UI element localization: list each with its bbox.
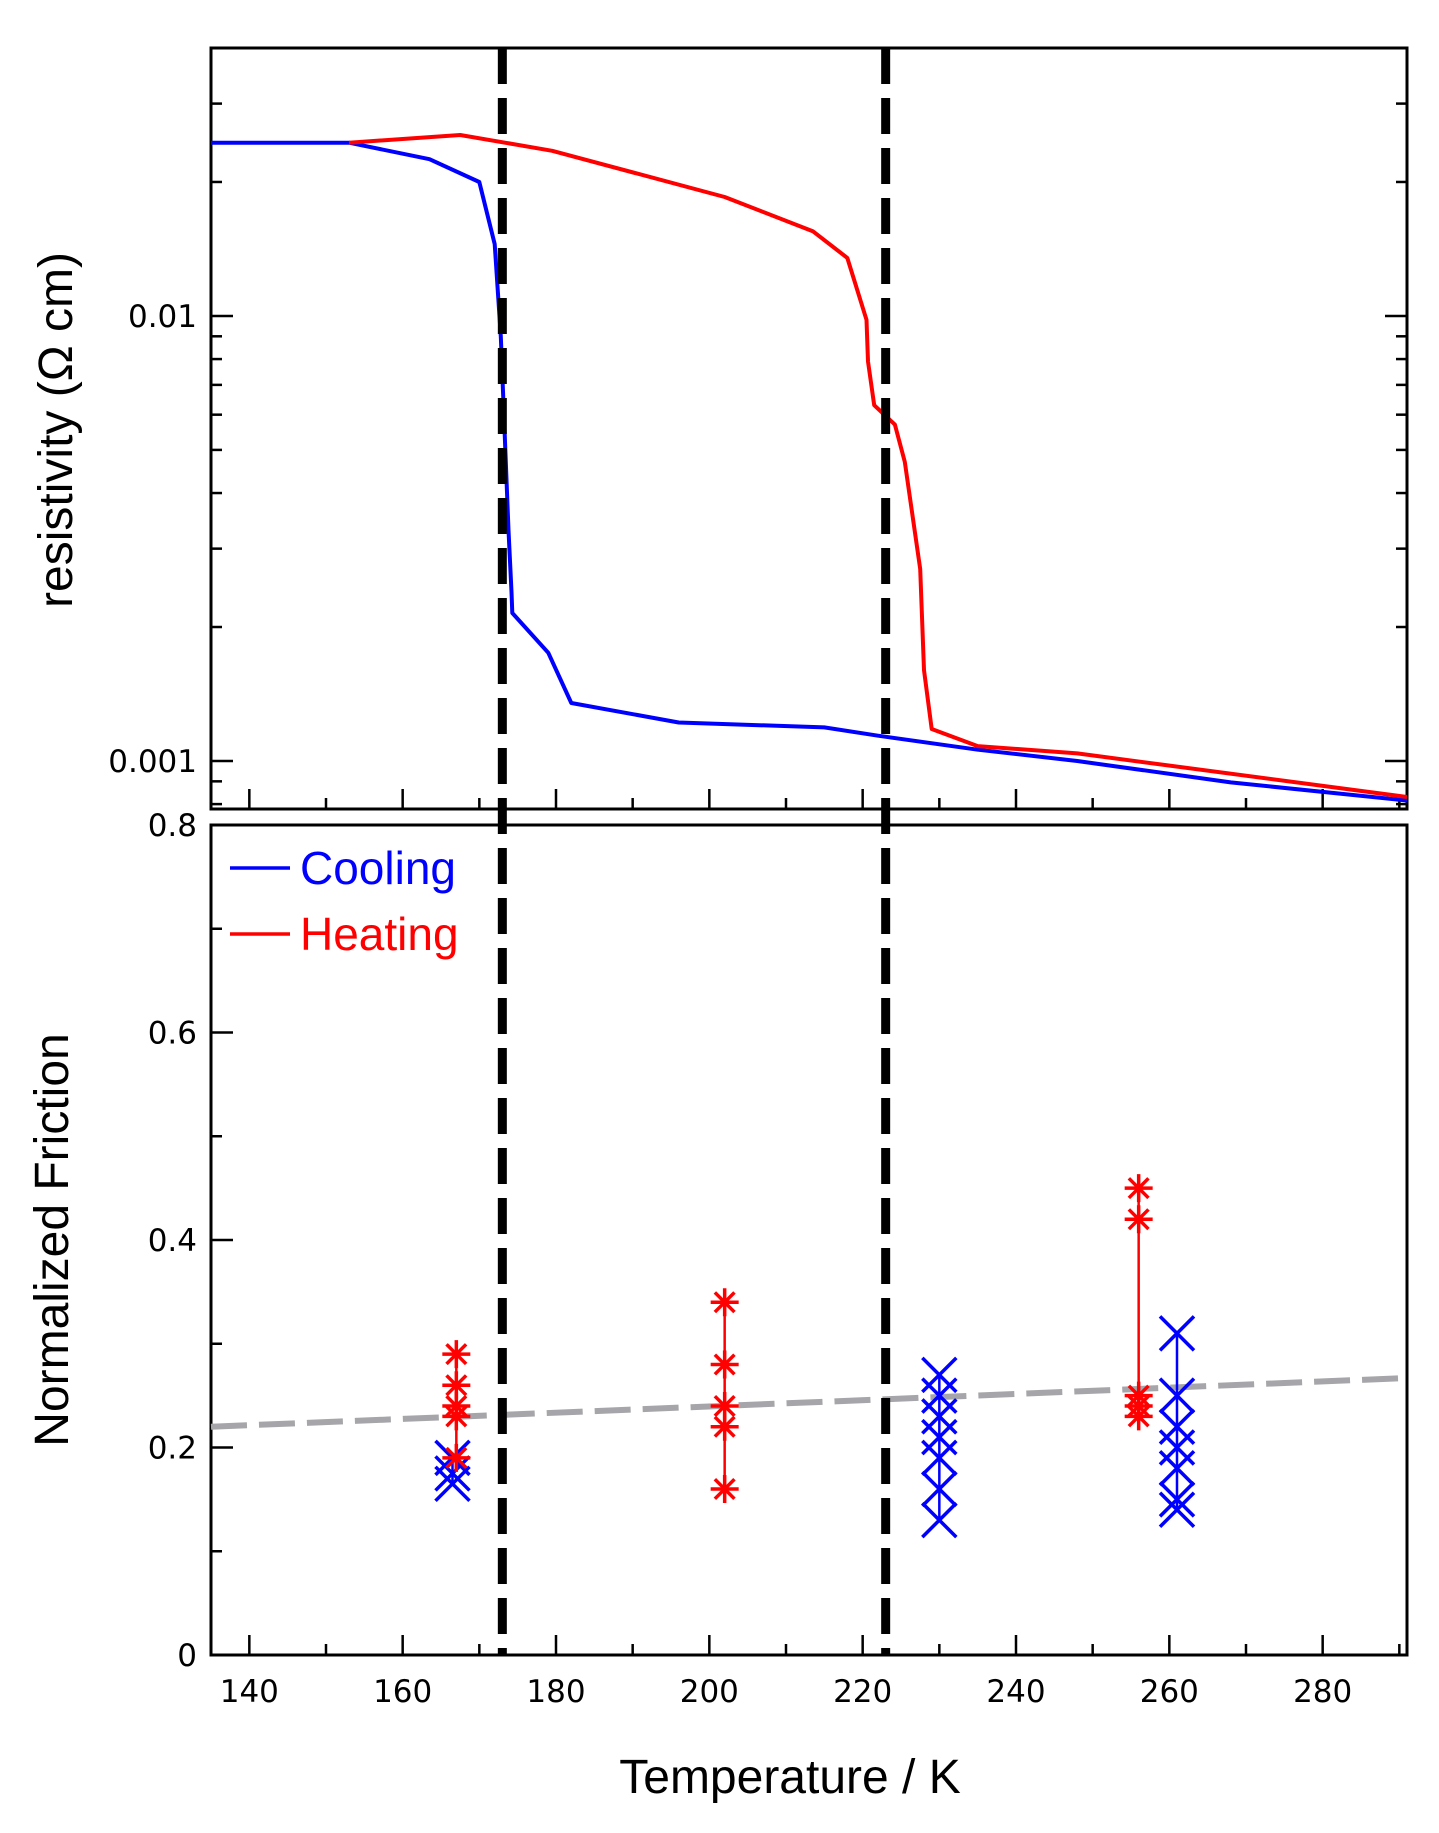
cooling-marker-stroke bbox=[1158, 1450, 1196, 1487]
cooling-marker-stroke bbox=[434, 1465, 471, 1503]
cooling-data-point bbox=[1158, 1481, 1196, 1518]
cooling-marker-stroke bbox=[1158, 1491, 1196, 1528]
temperature-tick-label: 200 bbox=[680, 1674, 739, 1710]
resistivity-plot-frame bbox=[209, 46, 1409, 811]
cooling-marker-stroke bbox=[434, 1455, 471, 1492]
heating-data-point bbox=[1124, 1402, 1153, 1431]
temperature-tick-label: 160 bbox=[373, 1674, 432, 1710]
cooling-data-point bbox=[921, 1439, 958, 1477]
heating-data-point bbox=[710, 1350, 739, 1379]
legend: Cooling Heating bbox=[230, 842, 459, 960]
temperature-tick-label: 240 bbox=[986, 1674, 1045, 1710]
cooling-marker-stroke bbox=[921, 1501, 958, 1539]
cooling-data-point bbox=[1158, 1377, 1196, 1414]
resistivity-heating-line bbox=[348, 133, 1408, 799]
friction-tick-label: 0.4 bbox=[148, 1223, 197, 1259]
temperature-tick-label: 280 bbox=[1293, 1674, 1352, 1710]
cooling-data-point bbox=[1158, 1450, 1196, 1487]
cooling-data-point bbox=[921, 1501, 958, 1539]
heating-data-point bbox=[442, 1443, 471, 1472]
friction-panel: 0 0.2 0.4 0.6 0.8 140 160 180 200 220 240 260 280 Co… bbox=[26, 808, 1409, 1804]
temperature-tick-label: 140 bbox=[220, 1674, 279, 1710]
heating-data-point bbox=[1124, 1174, 1153, 1203]
friction-tick-label: 0.2 bbox=[148, 1431, 197, 1467]
temperature-tick-label: 180 bbox=[526, 1674, 585, 1710]
cooling-data-point bbox=[921, 1470, 958, 1508]
friction-tick-label: 0.8 bbox=[148, 808, 197, 844]
heating-data-point bbox=[710, 1412, 739, 1441]
cooling-marker-stroke bbox=[1158, 1315, 1196, 1352]
cooling-marker-stroke bbox=[1158, 1377, 1196, 1414]
legend-label-heating: Heating bbox=[300, 908, 459, 960]
friction-axis-label: Normalized Friction bbox=[26, 1033, 79, 1446]
heating-data-point bbox=[710, 1288, 739, 1317]
resistivity-cooling-line bbox=[211, 140, 1408, 803]
cooling-data-point bbox=[1158, 1315, 1196, 1352]
heating-data-point bbox=[442, 1340, 471, 1369]
cooling-data-point bbox=[434, 1465, 471, 1503]
cooling-data-point bbox=[1158, 1491, 1196, 1528]
cooling-data-point bbox=[434, 1455, 471, 1492]
resistivity-axis-label: resistivity (Ω cm) bbox=[30, 252, 83, 608]
temperature-axis-label: Temperature / K bbox=[619, 1751, 960, 1804]
resistivity-tick-label: 0.01 bbox=[128, 299, 197, 335]
heating-data-point bbox=[710, 1392, 739, 1420]
cooling-marker-stroke bbox=[921, 1439, 958, 1477]
friction-tick-label: 0.6 bbox=[148, 1016, 197, 1052]
heating-data-point bbox=[442, 1402, 471, 1431]
cooling-marker-stroke bbox=[921, 1470, 958, 1508]
resistivity-tick-label: 0.001 bbox=[108, 744, 197, 780]
temperature-tick-label: 220 bbox=[833, 1674, 892, 1710]
temperature-tick-label: 260 bbox=[1140, 1674, 1199, 1710]
heating-data-point bbox=[1124, 1205, 1153, 1234]
resistivity-panel: 0.01 0.001 resistivity (Ω cm) bbox=[30, 46, 1409, 811]
friction-trend-line bbox=[210, 1374, 1408, 1430]
cooling-marker-stroke bbox=[1158, 1481, 1196, 1518]
legend-label-cooling: Cooling bbox=[300, 842, 456, 894]
friction-tick-label: 0 bbox=[177, 1638, 197, 1674]
heating-data-point bbox=[710, 1475, 739, 1503]
